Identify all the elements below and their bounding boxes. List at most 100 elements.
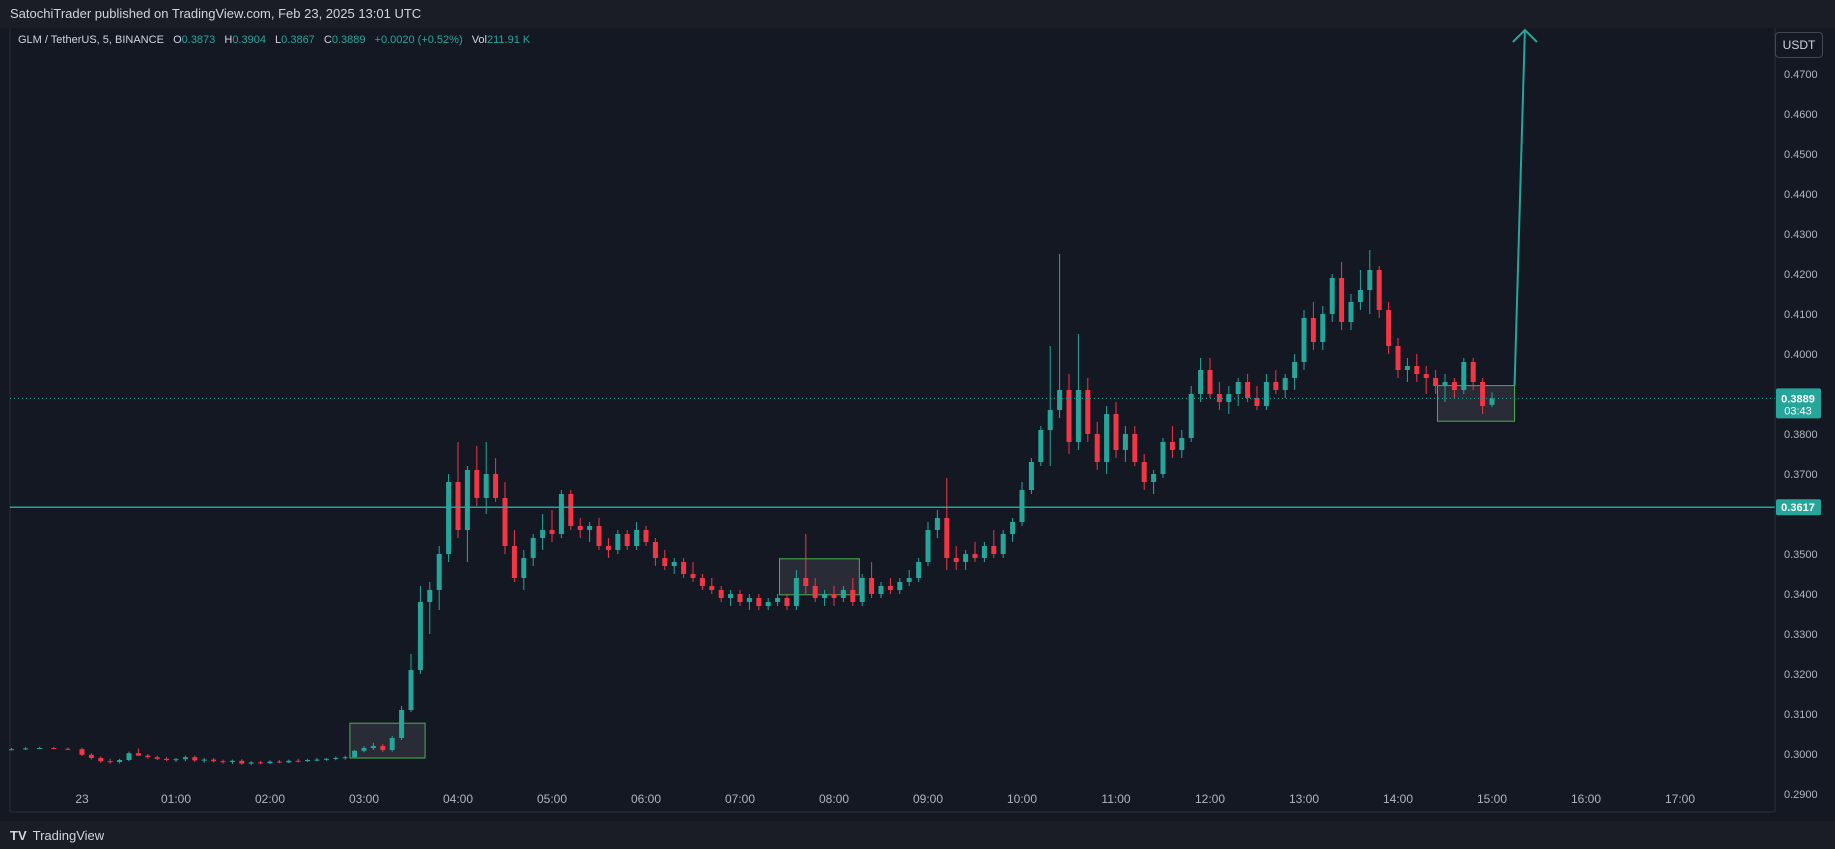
candle-body xyxy=(201,759,207,761)
candle-body xyxy=(634,530,640,546)
last-price-label: 0.3889 xyxy=(1781,393,1815,405)
price-tick-label: 0.3700 xyxy=(1784,469,1818,481)
candle-body xyxy=(1282,378,1288,390)
low-label: L xyxy=(275,34,282,46)
candle-body xyxy=(1414,366,1420,374)
candle-body xyxy=(1057,390,1063,410)
candle-body xyxy=(352,750,358,758)
candle-body xyxy=(530,538,536,558)
candle-body xyxy=(295,760,301,762)
volume-label: Vol xyxy=(471,34,487,46)
candle-body xyxy=(859,578,865,602)
candle-body xyxy=(417,602,423,670)
tradingview-brand[interactable]: TradingView xyxy=(32,827,105,843)
candle-body xyxy=(784,598,790,606)
tradingview-logo-icon[interactable]: TV xyxy=(10,827,27,843)
price-tick-label: 0.4400 xyxy=(1784,189,1818,201)
candle-body xyxy=(1263,382,1269,406)
candle-body xyxy=(408,670,414,710)
candle-body xyxy=(23,748,29,750)
candle-body xyxy=(1329,278,1335,314)
candle-body xyxy=(690,574,696,578)
price-tick-label: 0.4100 xyxy=(1784,309,1818,321)
chart-area[interactable]: 0.4700 0.4600 0.4500 0.4400 0.4300 0.4200 0.41… xyxy=(0,28,1835,821)
price-tick-label: 0.3800 xyxy=(1784,429,1818,441)
candle-body xyxy=(840,590,846,598)
time-tick-label: 07:00 xyxy=(725,792,755,806)
time-tick-label: 14:00 xyxy=(1383,792,1413,806)
candle-body xyxy=(615,534,621,550)
candle-body xyxy=(192,757,198,761)
candle-body xyxy=(681,562,687,574)
candle-body xyxy=(1028,462,1034,490)
time-tick-label: 12:00 xyxy=(1195,792,1225,806)
highlight-box xyxy=(778,558,860,596)
candle-body xyxy=(916,562,922,578)
candle-body xyxy=(107,761,113,763)
candle-body xyxy=(652,542,658,558)
candle-body xyxy=(65,748,71,750)
symbol-name[interactable]: GLM / TetherUS, 5, BINANCE xyxy=(18,34,164,46)
candle-body xyxy=(643,530,649,542)
candle-body xyxy=(709,586,715,590)
currency-button[interactable]: USDT xyxy=(1775,32,1823,58)
time-tick-label: 10:00 xyxy=(1007,792,1037,806)
arrow-head-icon xyxy=(1512,28,1538,43)
countdown-label: 03:43 xyxy=(1784,405,1812,417)
candle-body xyxy=(98,758,104,762)
price-tick-label: 0.3500 xyxy=(1784,549,1818,561)
candle-body xyxy=(182,757,188,760)
candle-body xyxy=(493,474,499,498)
candle-body xyxy=(51,748,57,749)
candle-body xyxy=(1310,318,1316,342)
candle-body xyxy=(323,758,329,760)
candle-body xyxy=(342,757,348,759)
price-tick-label: 0.3200 xyxy=(1784,669,1818,681)
candle-body xyxy=(756,598,762,606)
open-value: 0.3873 xyxy=(181,34,216,46)
change-value: +0.0020 (+0.52%) xyxy=(374,34,463,46)
candle-body xyxy=(239,760,245,764)
candle-body xyxy=(878,586,884,594)
price-tick-label: 0.3400 xyxy=(1784,589,1818,601)
candle-body xyxy=(1216,394,1222,402)
candle-body xyxy=(1254,398,1260,406)
price-tick-label: 0.3100 xyxy=(1784,709,1818,721)
candle-body xyxy=(1235,382,1241,394)
candle-body xyxy=(944,518,950,558)
candle-body xyxy=(765,602,771,606)
candle-body xyxy=(972,554,978,558)
footer-bar: TV TradingView xyxy=(0,821,1835,849)
highlight-box xyxy=(1436,385,1516,422)
candle-body xyxy=(117,760,123,762)
target-arrow-line xyxy=(1513,29,1526,386)
candle-body xyxy=(1066,390,1072,442)
candle-body xyxy=(577,526,583,530)
candle-body xyxy=(1386,310,1392,346)
candles-layer xyxy=(9,250,1495,766)
time-tick-label: 15:00 xyxy=(1477,792,1507,806)
candle-body xyxy=(474,470,480,498)
price-tick-label: 0.4000 xyxy=(1784,349,1818,361)
candle-body xyxy=(436,554,442,590)
time-tick-label: 06:00 xyxy=(631,792,661,806)
candle-body xyxy=(906,578,912,582)
publish-header: SatochiTrader published on TradingView.c… xyxy=(0,0,1835,28)
price-tick-label: 0.2900 xyxy=(1784,789,1818,801)
candle-body xyxy=(540,530,546,538)
candle-body xyxy=(1047,410,1053,430)
candle-body xyxy=(1179,438,1185,450)
candlestick-chart[interactable]: 0.4700 0.4600 0.4500 0.4400 0.4300 0.4200 0.41… xyxy=(0,28,1835,821)
candle-body xyxy=(1442,382,1448,386)
candle-body xyxy=(981,546,987,558)
candle-body xyxy=(1169,442,1175,450)
low-value: 0.3867 xyxy=(281,34,315,46)
candle-body xyxy=(775,598,781,602)
candle-body xyxy=(737,594,743,602)
candle-body xyxy=(953,558,959,562)
candle-body xyxy=(624,534,630,546)
candle-body xyxy=(1489,398,1495,405)
candle-body xyxy=(248,762,254,764)
candle-body xyxy=(446,482,452,554)
candle-body xyxy=(1160,442,1166,474)
